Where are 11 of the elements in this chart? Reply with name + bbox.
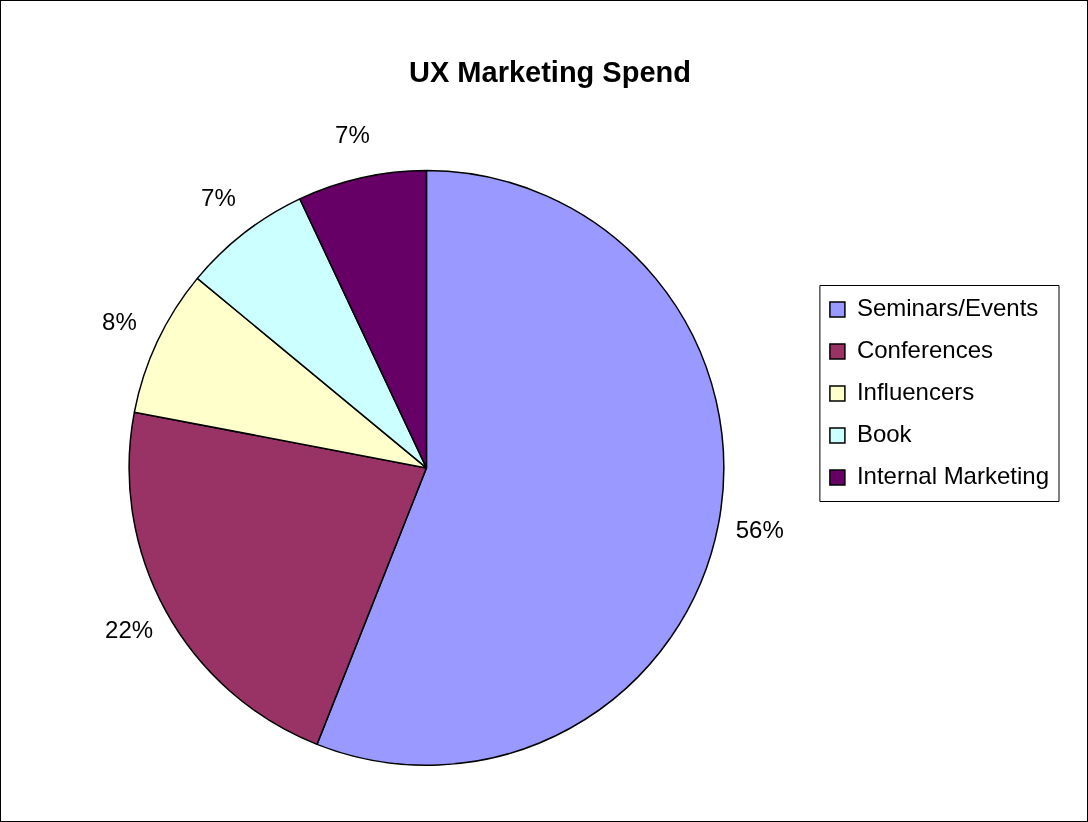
data-label: 8% — [102, 308, 137, 336]
legend-label: Conferences — [856, 336, 993, 364]
data-label: 56% — [735, 516, 784, 544]
legend-label: Book — [856, 420, 913, 448]
data-label: 22% — [105, 616, 154, 644]
chart-title: UX Marketing Spend — [409, 56, 691, 89]
data-label: 7% — [201, 184, 236, 212]
data-label: 7% — [335, 121, 370, 149]
legend-label: Influencers — [856, 378, 975, 406]
legend-label: Seminars/Events — [856, 294, 1039, 322]
legend-label: Internal Marketing — [856, 462, 1049, 490]
